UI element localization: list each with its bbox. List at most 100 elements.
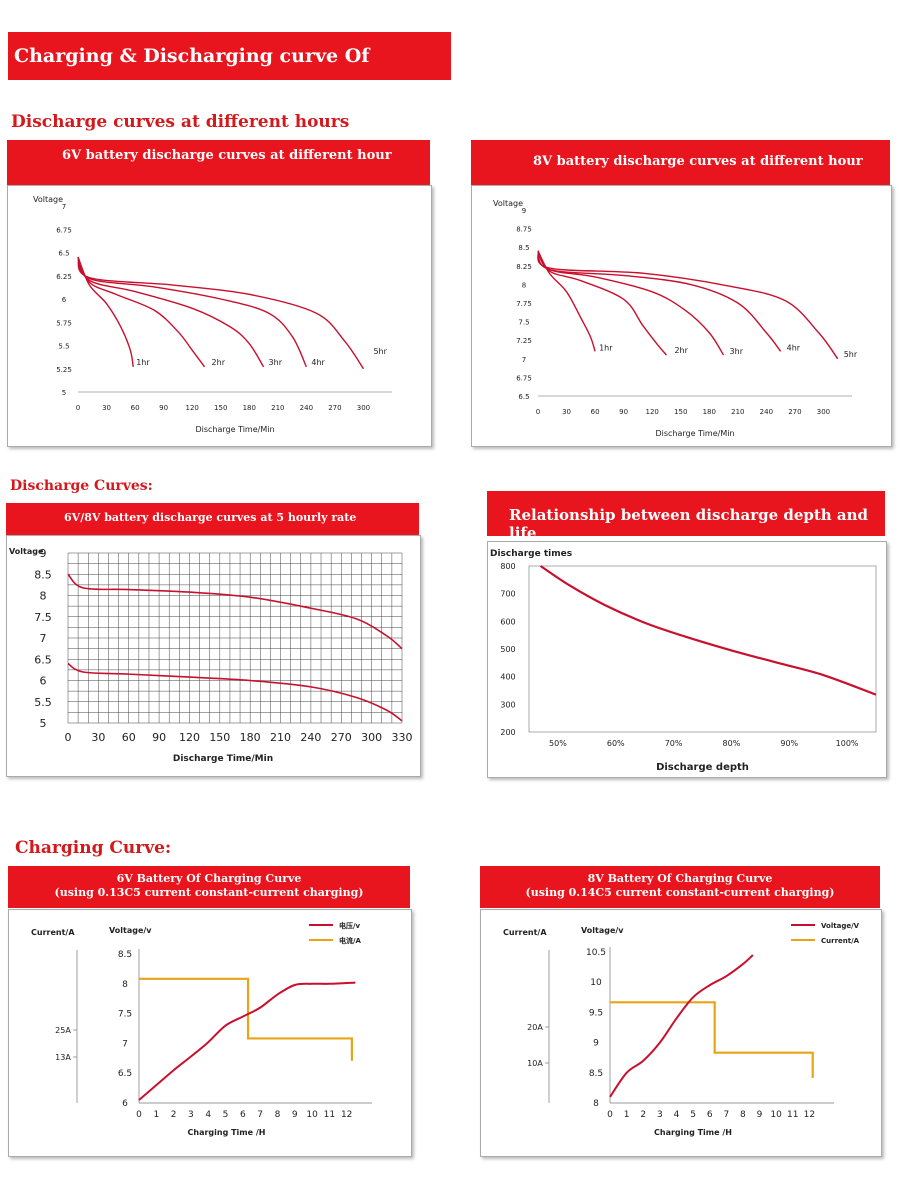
- chart-header-6v-hours: 6V battery discharge curves at different…: [7, 140, 430, 185]
- x-tick-label: 0: [76, 404, 80, 412]
- y2-axis-label: Current/A: [503, 928, 547, 937]
- y-tick-label: 7: [522, 356, 526, 364]
- chart-header-8v-charge: 8V Battery Of Charging Curve (using 0.14…: [480, 866, 880, 908]
- x-tick-label: 70%: [665, 739, 683, 748]
- y-tick-label: 8.5: [518, 244, 529, 252]
- x-tick-label: 90: [152, 731, 166, 744]
- series-line-6V: [67, 662, 403, 722]
- y-tick-label: 8: [593, 1099, 599, 1109]
- x-tick-label: 50%: [549, 739, 567, 748]
- y-tick-label: 7.25: [516, 337, 532, 345]
- y-tick-label: 8: [40, 590, 47, 603]
- x-tick-label: 210: [271, 404, 284, 412]
- chart-panel-6v-hours: Voltage 5 5.25 5.5 5.75 6 6.25 6.5 6.75 7 0 30 60 90 1…: [7, 185, 432, 447]
- y-axis-label: Voltage/v: [109, 926, 152, 935]
- y-tick-label: 7.5: [34, 611, 52, 624]
- x-tick-label: 330: [392, 731, 413, 744]
- series-label-5hr: 5hr: [373, 347, 387, 356]
- x-tick-label: 5: [690, 1110, 696, 1120]
- y-tick-label: 6.5: [118, 1069, 132, 1079]
- y2-tick-label: 25A: [55, 1026, 71, 1035]
- series-line-4hr: [77, 256, 308, 368]
- x-tick-label: 7: [723, 1110, 729, 1120]
- y-tick-label: 10: [590, 978, 602, 988]
- x-tick-label: 60: [122, 731, 136, 744]
- x-tick-label: 60: [131, 404, 140, 412]
- x-axis-label: Charging Time /H: [188, 1128, 266, 1137]
- y-tick-label: 6.5: [58, 250, 69, 258]
- y-tick-label: 7: [40, 632, 47, 645]
- section-title-discharge-curves: Discharge Curves:: [10, 478, 153, 494]
- x-tick-label: 0: [607, 1110, 613, 1120]
- y-tick-label: 400: [500, 673, 515, 682]
- y-tick-label: 6.5: [518, 393, 529, 401]
- y-tick-label: 700: [500, 590, 515, 599]
- x-tick-label: 5: [223, 1110, 229, 1120]
- y-tick-label: 9: [40, 547, 47, 560]
- x-tick-label: 2: [640, 1110, 646, 1120]
- y-tick-label: 6.75: [56, 226, 72, 234]
- x-tick-label: 9: [757, 1110, 763, 1120]
- series-line-3hr: [77, 256, 265, 368]
- x-tick-label: 150: [209, 731, 230, 744]
- y-tick-label: 10.5: [586, 948, 606, 958]
- chart-panel-5h: Voltage 5 5.5 6 6.5 7 7.5 8 8.5 9 0 30 60 90 120 150 180…: [6, 535, 421, 777]
- y2-tick-label: 10A: [527, 1059, 543, 1068]
- x-tick-label: 8: [740, 1110, 746, 1120]
- page-title: Charging & Discharging curve Of Battery: [8, 32, 451, 115]
- y-tick-label: 600: [500, 617, 515, 626]
- chart-header-5h: 6V/8V battery discharge curves at 5 hour…: [6, 503, 419, 535]
- y-tick-label: 8.5: [34, 568, 52, 581]
- x-tick-label: 240: [760, 408, 773, 416]
- chart-8v-charging: Current/A Voltage/v 20A 10A 8 8.5 9 9.5 10 10.5 0 1…: [503, 922, 860, 1137]
- x-tick-label: 100%: [836, 739, 859, 748]
- x-tick-label: 90%: [780, 739, 798, 748]
- y-tick-label: 5: [62, 389, 66, 397]
- series-line-1hr: [77, 256, 134, 368]
- y-tick-label: 5.25: [56, 366, 72, 374]
- y-tick-label: 8: [522, 281, 526, 289]
- y-tick-label: 800: [500, 562, 515, 571]
- x-tick-label: 180: [243, 404, 256, 412]
- y-axis-label: Voltage: [33, 195, 63, 204]
- chart-discharge-depth-life: Discharge times 200 300 400 500 600 700 800 50% 6…: [490, 549, 877, 773]
- series-label-1hr: 1hr: [136, 358, 150, 367]
- y-axis-label: Voltage/v: [581, 926, 624, 935]
- x-axis-label: Discharge Time/Min: [655, 429, 734, 438]
- y-tick-label: 8.5: [589, 1069, 603, 1079]
- y-tick-label: 8: [122, 980, 128, 990]
- section-title-charging: Charging Curve:: [15, 838, 172, 858]
- y-tick-label: 7: [62, 203, 66, 211]
- x-tick-label: 90: [619, 408, 628, 416]
- x-tick-label: 7: [257, 1110, 263, 1120]
- x-tick-label: 12: [804, 1110, 815, 1120]
- x-tick-label: 240: [300, 731, 321, 744]
- x-tick-label: 80%: [723, 739, 741, 748]
- x-tick-label: 30: [91, 731, 105, 744]
- y2-tick-label: 13A: [55, 1053, 71, 1062]
- legend-label-current: Current/A: [821, 937, 860, 945]
- x-tick-label: 4: [205, 1110, 211, 1120]
- x-tick-label: 180: [703, 408, 716, 416]
- x-tick-label: 300: [817, 408, 830, 416]
- series-line-current: [139, 977, 353, 1061]
- x-tick-label: 60: [591, 408, 600, 416]
- series-line-life: [539, 565, 877, 696]
- y-tick-label: 9: [593, 1039, 599, 1049]
- series-line-4hr: [537, 250, 782, 352]
- x-tick-label: 8: [275, 1110, 281, 1120]
- x-tick-label: 240: [300, 404, 313, 412]
- series-line-current: [610, 1001, 814, 1078]
- x-tick-label: 150: [674, 408, 687, 416]
- chart-panel-8v-hours: Voltage 6.5 6.75 7 7.25 7.5 7.75 8 8.25 8.5 8.75 9 0…: [471, 185, 892, 447]
- x-tick-label: 270: [788, 408, 801, 416]
- y-tick-label: 6.25: [56, 273, 72, 281]
- y-tick-label: 9: [522, 207, 526, 215]
- chart-panel-8v-charge: Current/A Voltage/v 20A 10A 8 8.5 9 9.5 10 10.5 0 1…: [480, 909, 882, 1157]
- y-axis-label: Voltage: [9, 547, 44, 556]
- plot-frame: [528, 565, 877, 733]
- x-tick-label: 120: [185, 404, 198, 412]
- y-tick-label: 6: [122, 1099, 128, 1109]
